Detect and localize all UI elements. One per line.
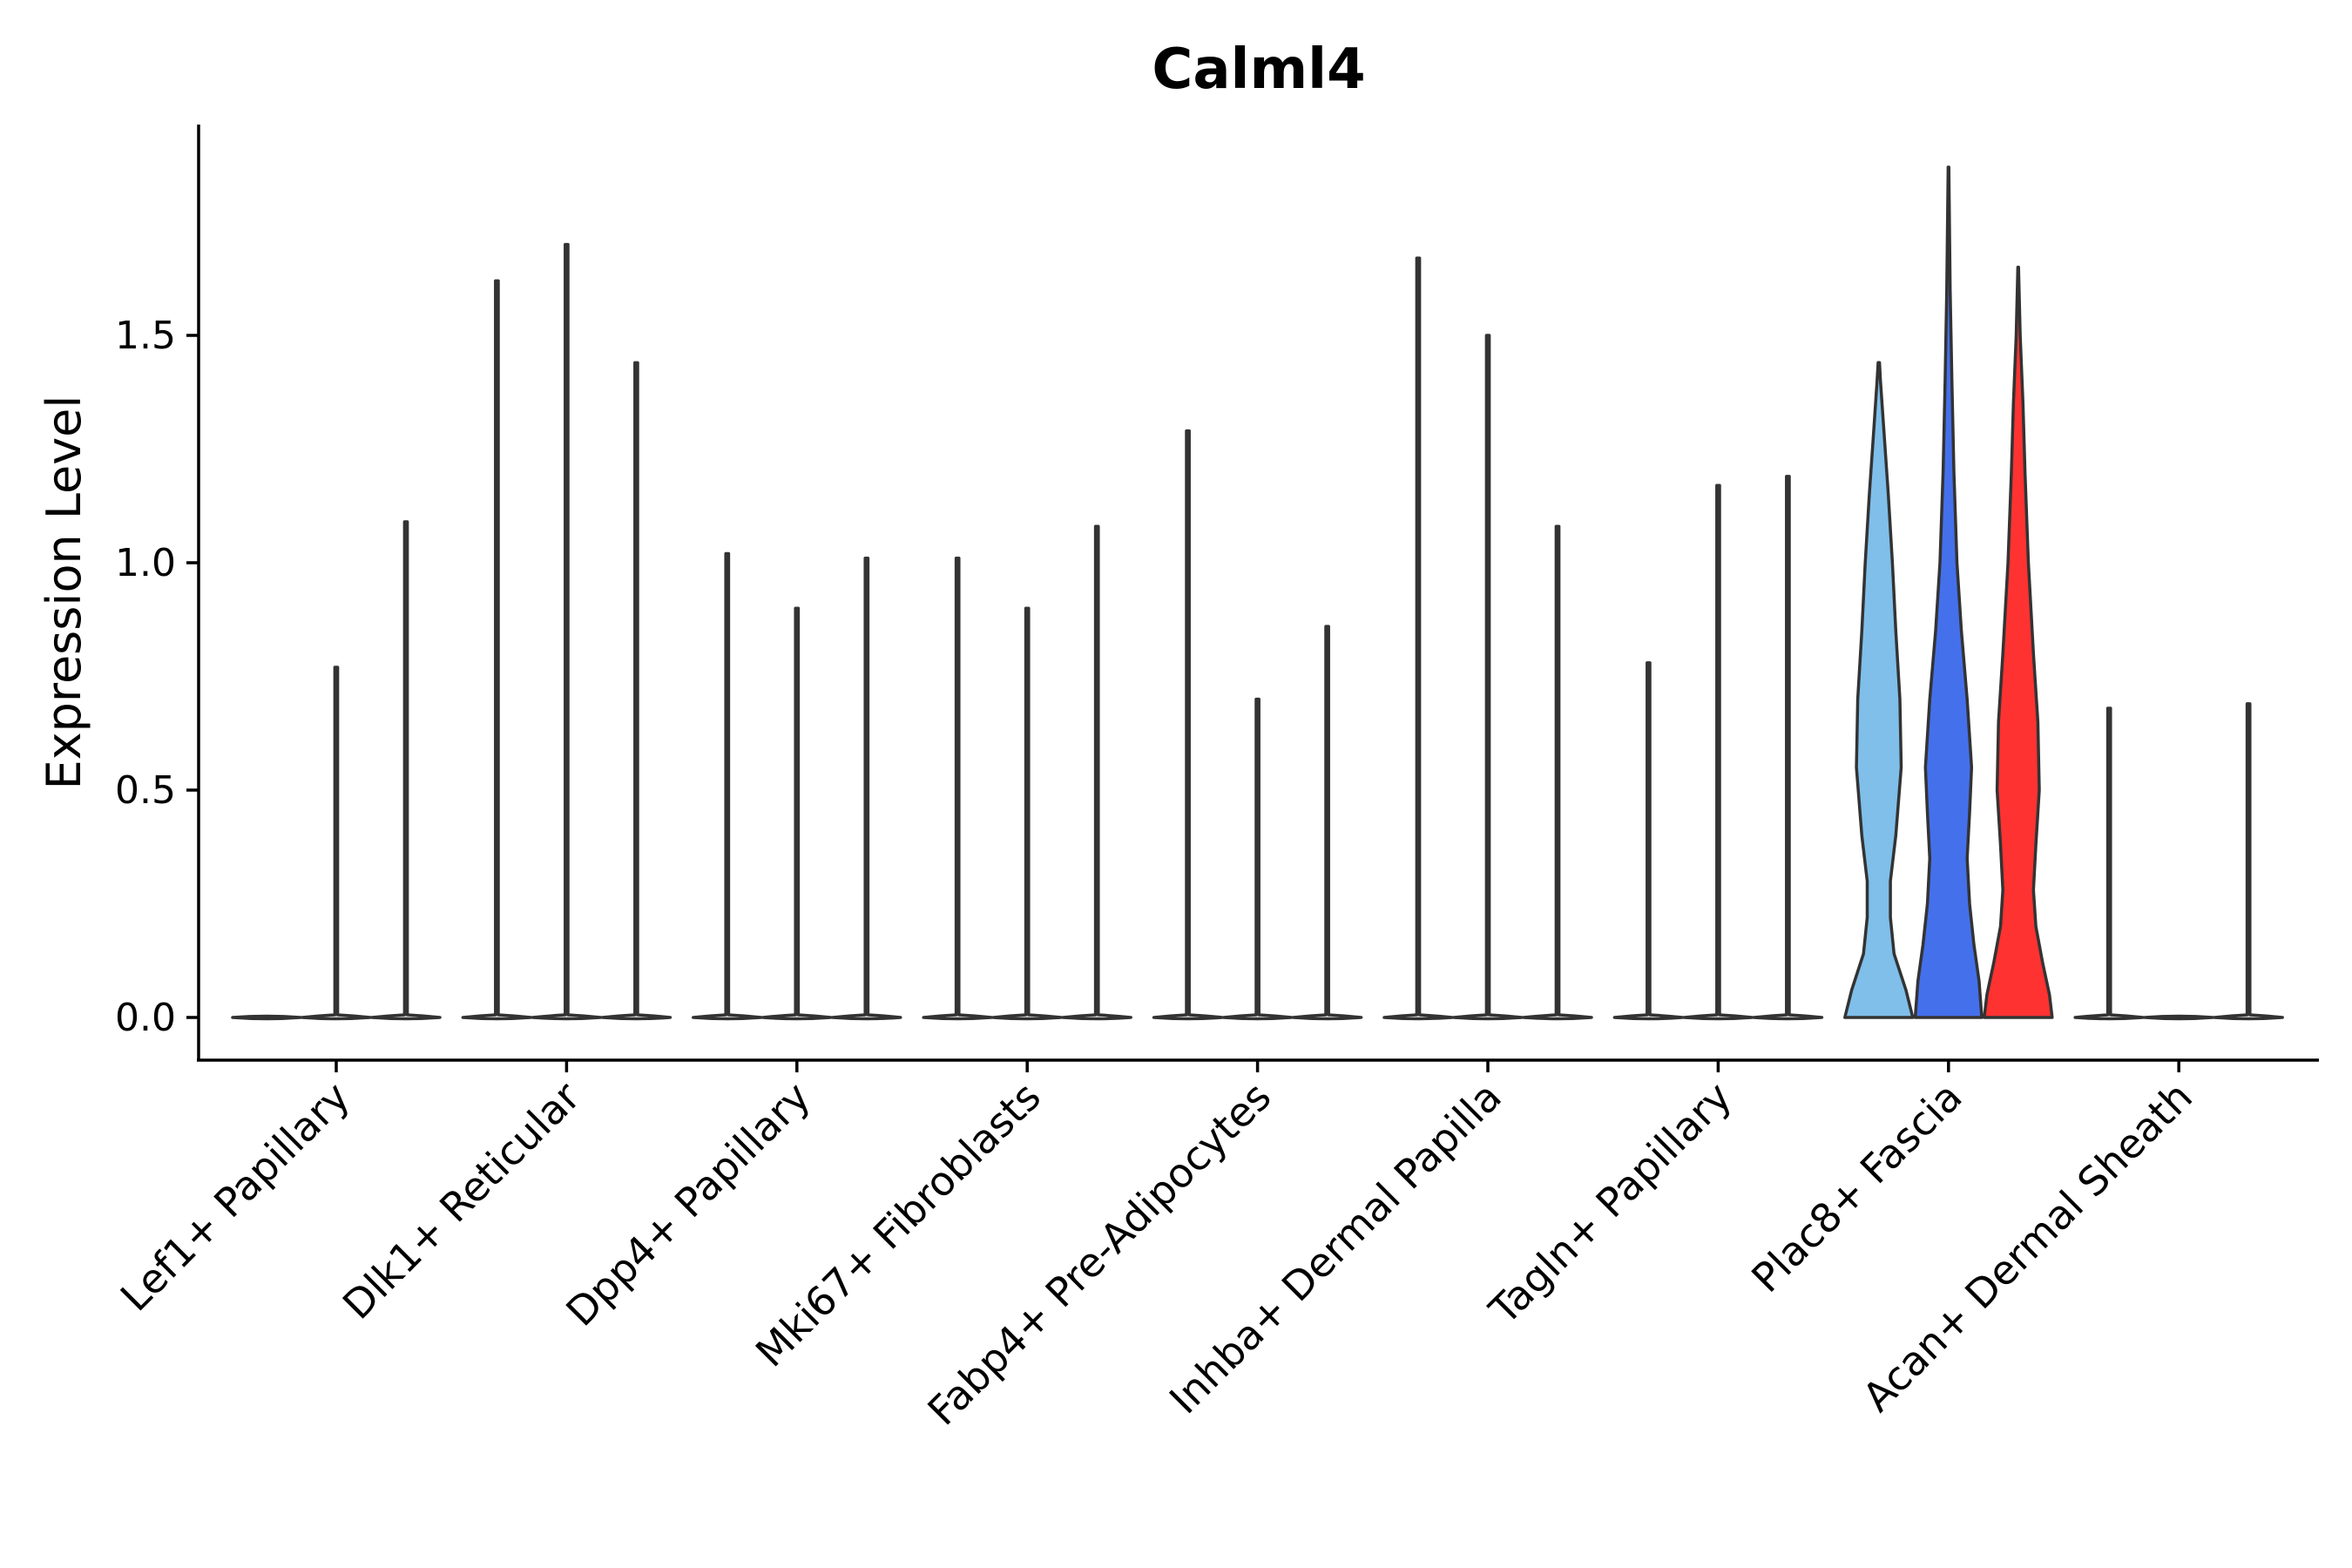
violin-fabp4-pre-adipocytes-2 xyxy=(1221,697,1294,1021)
chart-title: Calml4 xyxy=(1152,37,1365,102)
violin-plac8-fascia-2 xyxy=(1913,166,1984,1019)
x-tick-label: Dlk1+ Reticular xyxy=(334,1073,589,1328)
x-tick-label: Lef1+ Papillary xyxy=(112,1073,359,1321)
violin-layer xyxy=(231,166,2284,1021)
violin-tagln-papillary-2 xyxy=(1682,483,1754,1021)
violin-inhba-dermal-papilla-2 xyxy=(1452,334,1524,1021)
violin-tagln-papillary-3 xyxy=(1752,475,1824,1021)
violin-inhba-dermal-papilla-3 xyxy=(1522,524,1593,1021)
violin-dlk1-reticular-1 xyxy=(461,279,533,1021)
y-axis-ticks: 0.0 0.5 1.0 1.5 xyxy=(115,314,199,1040)
violin-mki67-fibroblasts-3 xyxy=(1061,524,1132,1021)
violin-tagln-papillary-1 xyxy=(1612,661,1685,1021)
violin-lef1-papillary-1 xyxy=(231,1014,302,1021)
y-tick-label: 1.0 xyxy=(115,541,176,585)
violin-dlk1-reticular-3 xyxy=(600,361,672,1021)
violin-dpp4-papillary-2 xyxy=(761,606,833,1021)
violin-fabp4-pre-adipocytes-1 xyxy=(1152,429,1224,1021)
violin-dlk1-reticular-2 xyxy=(531,242,603,1021)
violin-lef1-papillary-3 xyxy=(370,520,442,1021)
violin-mki67-fibroblasts-1 xyxy=(922,557,993,1021)
violin-acan-dermal-sheath-2 xyxy=(2143,1014,2214,1021)
violin-dpp4-papillary-1 xyxy=(692,551,763,1021)
x-tick-label: Dpp4+ Papillary xyxy=(557,1073,819,1335)
violin-dpp4-papillary-3 xyxy=(831,557,902,1021)
y-tick-label: 0.5 xyxy=(115,768,176,813)
x-tick-label: Tagln+ Papillary xyxy=(1480,1073,1741,1335)
violin-fabp4-pre-adipocytes-3 xyxy=(1291,625,1363,1021)
violin-plac8-fascia-3 xyxy=(1983,265,2054,1019)
y-tick-label: 1.5 xyxy=(115,314,176,358)
violin-acan-dermal-sheath-1 xyxy=(2073,706,2145,1021)
violin-plac8-fascia-1 xyxy=(1843,361,1915,1019)
violin-mki67-fibroblasts-2 xyxy=(991,606,1063,1021)
y-axis-label: Expression Level xyxy=(37,395,91,790)
x-tick-label: Plac8+ Fascia xyxy=(1742,1073,1970,1301)
violin-acan-dermal-sheath-3 xyxy=(2213,702,2284,1021)
violin-lef1-papillary-2 xyxy=(301,666,372,1021)
violin-inhba-dermal-papilla-1 xyxy=(1382,256,1454,1021)
y-tick-label: 0.0 xyxy=(115,996,176,1040)
